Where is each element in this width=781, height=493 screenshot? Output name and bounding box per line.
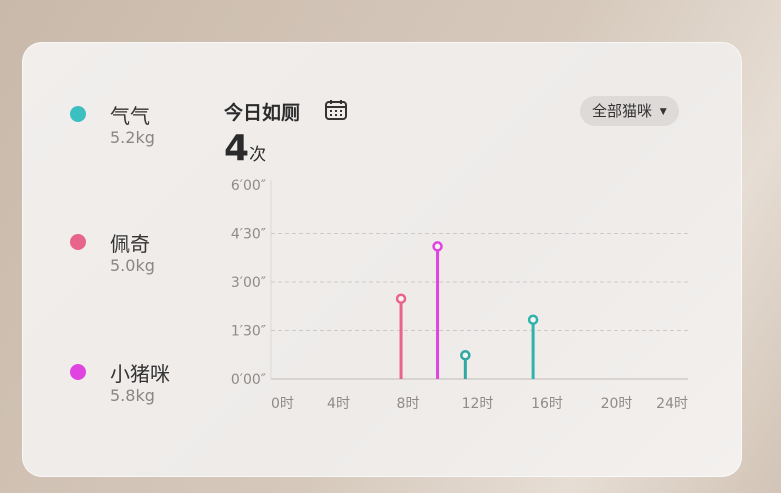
page-title: 今日如厕 <box>224 102 301 124</box>
x-tick-label: 16时 <box>531 396 563 412</box>
cat-color-dot <box>70 106 86 122</box>
filter-label: 全部猫咪 <box>592 102 653 120</box>
x-tick-label: 12时 <box>462 396 494 412</box>
calendar-icon[interactable] <box>324 99 348 121</box>
x-tick-label: 20时 <box>601 396 633 412</box>
stem-point <box>527 314 539 325</box>
stem-point <box>395 293 407 304</box>
stem-point <box>460 350 471 361</box>
y-tick-label: 0′00″ <box>231 372 266 388</box>
count-unit: 次 <box>249 145 267 165</box>
y-tick-label: 1′30″ <box>231 324 266 340</box>
cat-filter-dropdown[interactable]: 全部猫咪 ▼ <box>580 96 679 126</box>
cat-name: 气气 <box>110 104 150 128</box>
y-tick-label: 4′30″ <box>231 227 266 243</box>
caret-down-icon: ▼ <box>659 107 667 117</box>
stem-point <box>432 241 443 252</box>
cat-name: 佩奇 <box>110 232 150 256</box>
cat-name: 小猪咪 <box>110 362 170 386</box>
x-tick-label: 24时 <box>656 396 688 412</box>
cat-weight: 5.0kg <box>110 256 155 275</box>
x-tick-label: 0时 <box>271 396 294 412</box>
x-tick-label: 8时 <box>397 396 420 412</box>
cat-color-dot <box>70 234 86 250</box>
count-value: 4 <box>224 128 250 169</box>
cat-color-dot <box>70 364 86 380</box>
y-tick-label: 3′00″ <box>231 275 266 291</box>
visit-count: 4次 <box>224 128 266 169</box>
cat-weight: 5.8kg <box>110 386 155 405</box>
y-tick-label: 6′00″ <box>231 178 266 194</box>
toilet-stats-card: 气气 5.2kg 佩奇 5.0kg 小猪咪 5.8kg 今日如厕 4次 全部猫咪… <box>22 42 742 477</box>
x-tick-label: 4时 <box>327 396 350 412</box>
cat-weight: 5.2kg <box>110 128 155 147</box>
